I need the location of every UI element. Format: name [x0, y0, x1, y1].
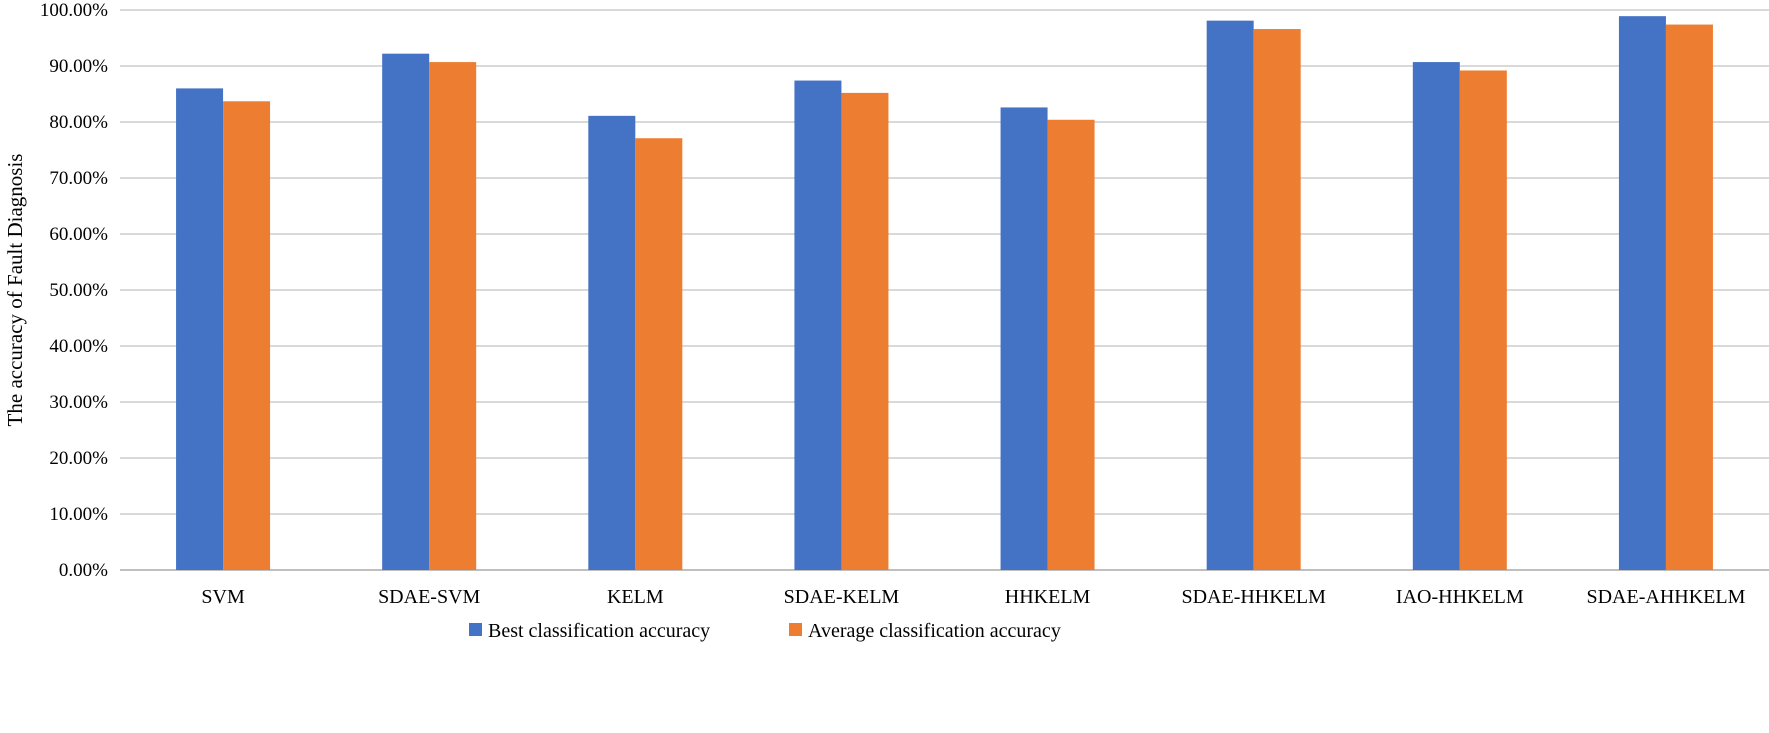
y-tick-label: 10.00%	[49, 504, 108, 525]
bar-average-sdae-ahhkelm	[1665, 24, 1713, 571]
y-tick-label: 40.00%	[49, 336, 108, 357]
bar-average-sdae-svm	[429, 62, 477, 571]
x-category-label: KELM	[607, 586, 664, 608]
y-tick-label: 0.00%	[59, 560, 108, 581]
x-axis-categories: SVM SDAE-SVM KELM SDAE-KELM HHKELM SDAE-HHKEL…	[201, 586, 1745, 608]
bar-best-sdae-ahhkelm	[1618, 16, 1666, 571]
bar-best-kelm	[588, 115, 636, 570]
y-axis-ticks: 0.00% 10.00% 20.00% 30.00% 40.00% 50.00% 60.00…	[40, 0, 108, 581]
bar-average-svm	[223, 101, 271, 570]
x-category-label: SDAE-AHHKELM	[1586, 586, 1745, 608]
gridlines	[120, 9, 1769, 571]
bar-average-hhkelm	[1047, 119, 1095, 570]
y-tick-label: 70.00%	[49, 168, 108, 189]
y-tick-label: 30.00%	[49, 392, 108, 413]
bar-best-sdae-kelm	[794, 80, 842, 570]
legend-label: Best classification accuracy	[488, 620, 710, 642]
y-tick-label: 50.00%	[49, 280, 108, 301]
x-category-label: SDAE-SVM	[378, 586, 480, 608]
bar-best-sdae-svm	[382, 53, 430, 571]
bar-average-sdae-hhkelm	[1253, 29, 1301, 571]
x-category-label: SDAE-HHKELM	[1181, 586, 1326, 608]
legend-swatch	[469, 623, 482, 636]
x-category-label: HHKELM	[1005, 586, 1091, 608]
bars	[176, 16, 1713, 571]
bar-best-sdae-hhkelm	[1206, 20, 1254, 570]
bar-average-kelm	[635, 138, 683, 571]
legend-swatch	[789, 623, 802, 636]
bar-average-iao-hhkelm	[1459, 70, 1507, 570]
x-category-label: IAO-HHKELM	[1396, 586, 1524, 608]
y-axis-title: The accuracy of Fault Diagnosis	[3, 154, 27, 427]
bar-best-iao-hhkelm	[1412, 62, 1460, 571]
y-tick-label: 90.00%	[49, 56, 108, 77]
y-tick-label: 80.00%	[49, 112, 108, 133]
bar-average-sdae-kelm	[841, 92, 889, 570]
x-category-label: SDAE-KELM	[784, 586, 900, 608]
legend: Best classification accuracy Average clas…	[469, 620, 1061, 642]
y-tick-label: 60.00%	[49, 224, 108, 245]
y-tick-label: 100.00%	[40, 0, 108, 21]
bar-best-hhkelm	[1000, 107, 1048, 570]
x-category-label: SVM	[201, 586, 245, 608]
legend-label: Average classification accuracy	[808, 620, 1061, 642]
y-tick-label: 20.00%	[49, 448, 108, 469]
bar-best-svm	[176, 88, 224, 571]
